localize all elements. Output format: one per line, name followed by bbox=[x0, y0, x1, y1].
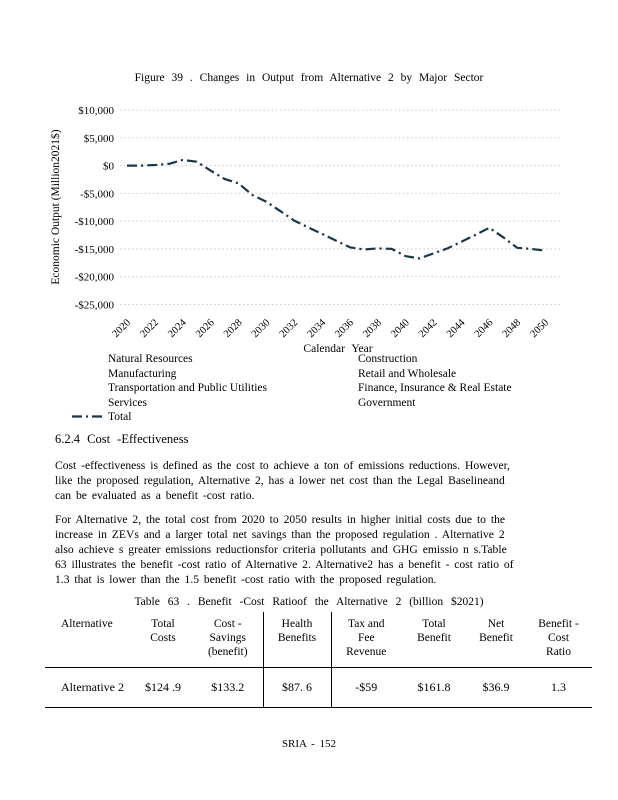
y-tick-label: -$10,000 bbox=[75, 216, 115, 228]
x-tick-label: 2036 bbox=[333, 317, 356, 340]
legend-label: Government bbox=[358, 396, 416, 409]
benefit-cost-table: Alternative Total Costs Cost - Savings (… bbox=[45, 612, 592, 708]
output-change-chart: $10,000 $5,000 $0 -$5,000 -$10,000 -$15,000 -$… bbox=[50, 105, 562, 355]
legend-item: Manufacturing bbox=[72, 367, 358, 382]
legend-item: Services bbox=[72, 396, 358, 411]
legend-item-empty bbox=[358, 410, 572, 425]
x-tick-label: 2042 bbox=[417, 317, 440, 340]
cell-total-costs: $124 .9 bbox=[133, 667, 193, 708]
x-tick-label: 2026 bbox=[194, 317, 217, 340]
total-series-line bbox=[127, 158, 546, 260]
y-tick-label: -$20,000 bbox=[75, 272, 115, 284]
y-tick-label: -$5,000 bbox=[80, 188, 114, 200]
table-header-row: Alternative Total Costs Cost - Savings (… bbox=[45, 612, 592, 668]
x-tick-label: 2050 bbox=[528, 317, 551, 340]
x-tick-label: 2040 bbox=[389, 317, 412, 340]
cell-total-benefit: $161.8 bbox=[401, 667, 467, 708]
x-tick-label: 2022 bbox=[138, 317, 161, 340]
legend-label: Construction bbox=[358, 353, 418, 365]
table-row: Alternative 2 $124 .9 $133.2 $87. 6 -$59… bbox=[45, 667, 592, 708]
x-axis-title: Calendar Year bbox=[303, 343, 372, 355]
total-line-marker-icon bbox=[72, 410, 108, 425]
legend-label: Transportation and Public Utilities bbox=[108, 382, 267, 395]
cell-tax-fee-revenue: -$59 bbox=[331, 667, 401, 708]
legend-item: Transportation and Public Utilities bbox=[72, 381, 358, 396]
col-header-health-benefits: Health Benefits bbox=[262, 612, 332, 668]
x-tick-label: 2024 bbox=[166, 317, 189, 340]
section-heading: 6.2.4 Cost -Effectiveness bbox=[55, 432, 189, 446]
legend-item: Construction bbox=[358, 352, 572, 367]
x-tick-label: 2034 bbox=[306, 317, 329, 340]
x-tick-label: 2046 bbox=[473, 317, 496, 340]
x-tick-label: 2044 bbox=[445, 317, 468, 340]
legend-label: Manufacturing bbox=[108, 367, 177, 380]
col-header-bc-ratio: Benefit - Cost Ratio bbox=[525, 612, 592, 668]
body-paragraph: Cost -effectiveness is defined as the co… bbox=[55, 459, 510, 502]
cell-bc-ratio: 1.3 bbox=[525, 667, 592, 708]
legend-label: Services bbox=[108, 396, 147, 409]
y-axis-title: Economic Output (Million2021$) bbox=[50, 129, 62, 284]
y-tick-label: $10,000 bbox=[78, 105, 114, 117]
legend-item: Natural Resources bbox=[72, 352, 358, 367]
col-header-net-benefit: Net Benefit bbox=[467, 612, 525, 668]
page-number: SRIA - 152 bbox=[281, 738, 337, 750]
chart-legend: Natural Resources Construction Manufactu… bbox=[72, 352, 572, 425]
col-header-cost-savings: Cost - Savings (benefit) bbox=[193, 612, 263, 668]
body-paragraph: For Alternative 2, the total cost from 2… bbox=[55, 513, 514, 586]
cell-net-benefit: $36.9 bbox=[467, 667, 525, 708]
legend-label: Finance, Insurance & Real Estate bbox=[358, 382, 512, 395]
y-tick-label: $5,000 bbox=[84, 133, 115, 145]
col-header-alternative: Alternative bbox=[45, 612, 133, 668]
x-tick-label: 2028 bbox=[222, 317, 245, 340]
col-header-total-benefit: Total Benefit bbox=[401, 612, 467, 668]
y-tick-label: -$25,000 bbox=[75, 300, 115, 312]
col-header-total-costs: Total Costs bbox=[133, 612, 193, 668]
cell-cost-savings: $133.2 bbox=[193, 667, 263, 708]
x-tick-label: 2020 bbox=[110, 317, 133, 340]
legend-label: Natural Resources bbox=[108, 353, 193, 365]
x-tick-label: 2048 bbox=[501, 317, 524, 340]
figure-title: Figure 39 . Changes in Output from Alter… bbox=[134, 72, 484, 84]
table-caption: Table 63 . Benefit -Cost Ratioof the Alt… bbox=[134, 596, 484, 608]
col-header-tax-fee-revenue: Tax and Fee Revenue bbox=[331, 612, 401, 668]
x-tick-label: 2030 bbox=[250, 317, 273, 340]
legend-item-total: Total bbox=[72, 410, 358, 425]
cell-alternative: Alternative 2 bbox=[45, 667, 133, 708]
legend-item: Finance, Insurance & Real Estate bbox=[358, 381, 572, 396]
legend-label: Retail and Wholesale bbox=[358, 367, 457, 380]
y-tick-label: $0 bbox=[103, 161, 115, 173]
cell-health-benefits: $87. 6 bbox=[262, 667, 332, 708]
legend-label: Total bbox=[108, 411, 132, 424]
y-tick-label: -$15,000 bbox=[75, 244, 115, 256]
x-tick-label: 2032 bbox=[278, 317, 301, 340]
x-tick-label: 2038 bbox=[361, 317, 384, 340]
legend-item: Government bbox=[358, 396, 572, 411]
legend-item: Retail and Wholesale bbox=[358, 367, 572, 382]
